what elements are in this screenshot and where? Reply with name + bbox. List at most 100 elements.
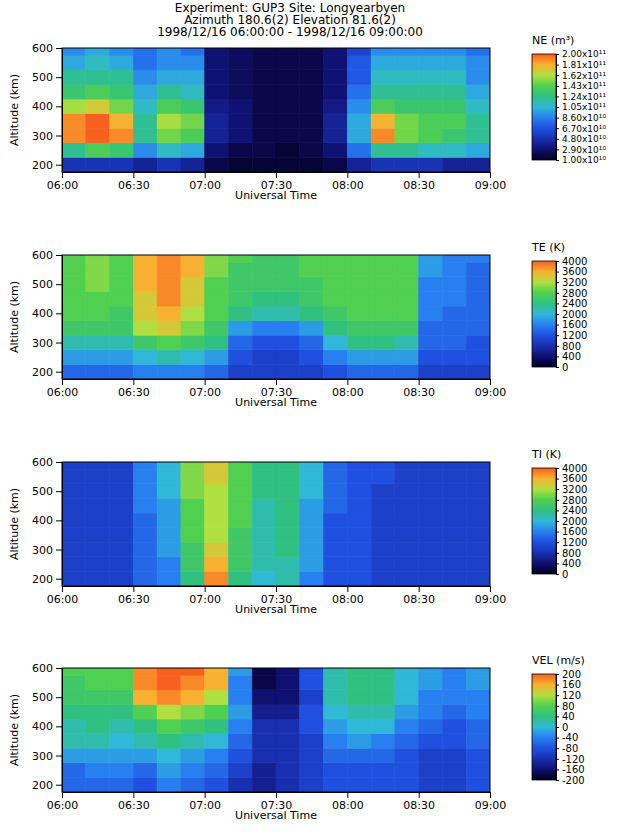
colorbar-tick: -160	[556, 764, 585, 775]
cell	[252, 128, 276, 143]
colorbar-tick: 1200	[556, 537, 587, 548]
colorbar-tick-label: 2000	[562, 309, 587, 320]
colorbar	[532, 261, 556, 367]
cell	[228, 321, 252, 336]
colorbar-tick-mark	[556, 272, 559, 273]
cell	[442, 763, 466, 778]
cell	[86, 350, 110, 365]
cell	[395, 321, 419, 336]
cell	[442, 528, 466, 543]
colorbar-tick: 8.60x10¹⁰	[556, 113, 606, 123]
cell	[419, 734, 443, 749]
cell	[62, 55, 86, 70]
cell	[86, 99, 110, 114]
cell	[157, 748, 181, 763]
cell	[347, 277, 371, 292]
cell	[324, 763, 348, 778]
colorbar-tick: 80	[556, 701, 575, 712]
cell	[133, 777, 157, 792]
x-tick-label: 09:00	[475, 386, 507, 399]
x-tick: 06:00	[47, 792, 79, 812]
cell	[252, 55, 276, 70]
cell	[347, 557, 371, 572]
cell	[395, 557, 419, 572]
cell	[324, 557, 348, 572]
cells	[62, 48, 490, 172]
y-axis-line	[62, 49, 63, 173]
cell	[300, 55, 324, 70]
cell	[228, 70, 252, 85]
cell	[324, 291, 348, 306]
cell	[347, 763, 371, 778]
cell	[252, 143, 276, 158]
cell	[252, 157, 276, 172]
cell	[466, 143, 490, 158]
cell	[300, 528, 324, 543]
y-tick: 200	[32, 573, 62, 586]
cell	[228, 734, 252, 749]
x-tick: 08:30	[403, 172, 435, 192]
cell	[133, 513, 157, 528]
cell	[157, 763, 181, 778]
colorbar-tick: 2.00x10¹¹	[556, 49, 606, 59]
cell	[419, 84, 443, 99]
cell	[371, 777, 395, 792]
cell	[442, 114, 466, 129]
cell	[347, 99, 371, 114]
colorbar-tick: -200	[556, 775, 585, 786]
cell	[252, 99, 276, 114]
cell	[86, 748, 110, 763]
cell	[110, 255, 134, 262]
cell	[395, 70, 419, 85]
cell	[157, 777, 181, 792]
y-tick-label: 400	[32, 100, 53, 113]
y-tick: 400	[32, 720, 62, 733]
cell	[419, 719, 443, 734]
cell	[228, 306, 252, 321]
cell	[442, 734, 466, 749]
cell	[110, 143, 134, 158]
cell	[110, 704, 134, 719]
colorbar-tick-label: 3200	[562, 484, 587, 495]
cell	[133, 557, 157, 572]
cell	[442, 335, 466, 350]
x-tick: 09:00	[475, 379, 507, 399]
colorbar-tick-mark	[556, 54, 559, 55]
colorbar-tick-mark	[556, 261, 559, 262]
cell	[252, 777, 276, 792]
cell	[466, 157, 490, 172]
x-tick-label: 06:30	[118, 179, 150, 192]
cell	[181, 542, 205, 557]
colorbar-tick: 2400	[556, 505, 587, 516]
cell	[300, 748, 324, 763]
cell	[300, 498, 324, 513]
y-axis: 200300400500600	[32, 456, 63, 586]
cell	[419, 668, 443, 675]
cell	[442, 571, 466, 586]
cell	[228, 128, 252, 143]
cell	[62, 528, 86, 543]
cell	[276, 690, 300, 705]
y-tick-mark	[56, 462, 62, 463]
cell	[62, 513, 86, 528]
cell	[157, 262, 181, 277]
cell	[86, 143, 110, 158]
cell	[324, 321, 348, 336]
x-tick: 07:00	[189, 792, 221, 812]
cell	[252, 469, 276, 484]
cell	[228, 690, 252, 705]
y-tick-mark	[56, 550, 62, 551]
cell	[395, 364, 419, 379]
cell	[205, 128, 229, 143]
y-tick-label: 300	[32, 130, 53, 143]
colorbar-tick-label: 800	[562, 548, 581, 559]
colorbar-tick-mark	[556, 521, 559, 522]
cell	[62, 291, 86, 306]
cell	[181, 484, 205, 499]
cell	[62, 748, 86, 763]
cell	[133, 675, 157, 690]
cell	[371, 262, 395, 277]
cell	[86, 70, 110, 85]
cell	[300, 364, 324, 379]
cell	[110, 462, 134, 469]
